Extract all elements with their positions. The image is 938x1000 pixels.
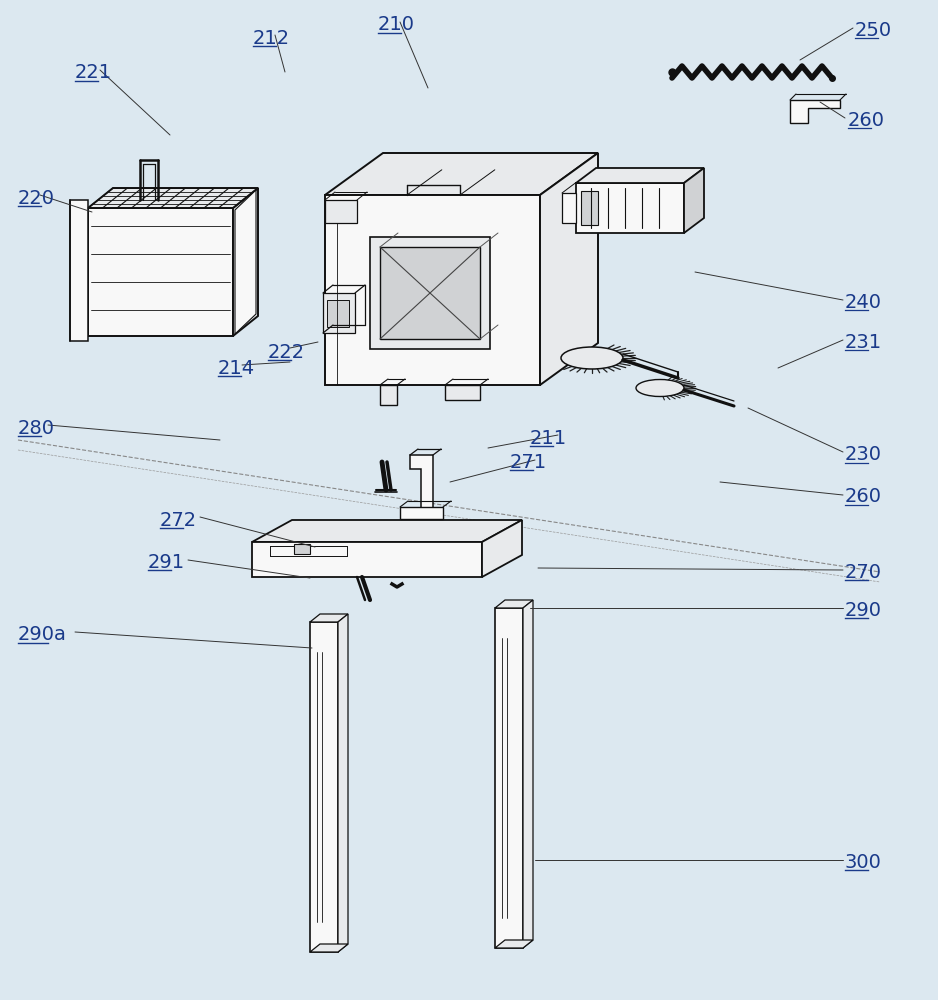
Text: 221: 221 [75, 64, 113, 83]
Polygon shape [294, 544, 310, 554]
Polygon shape [325, 200, 357, 223]
Text: 212: 212 [253, 28, 290, 47]
Polygon shape [88, 188, 258, 208]
Polygon shape [235, 190, 256, 334]
Polygon shape [327, 300, 349, 327]
Polygon shape [325, 195, 540, 385]
Text: 230: 230 [845, 446, 882, 464]
Text: 271: 271 [510, 452, 547, 472]
Polygon shape [310, 622, 338, 952]
Polygon shape [495, 600, 533, 608]
Polygon shape [370, 237, 490, 349]
Polygon shape [380, 385, 397, 405]
Polygon shape [310, 614, 348, 622]
Polygon shape [400, 507, 443, 519]
Polygon shape [523, 600, 533, 948]
Polygon shape [562, 193, 576, 223]
Text: 260: 260 [845, 488, 882, 506]
Text: 270: 270 [845, 562, 882, 582]
Polygon shape [325, 153, 598, 195]
Text: 214: 214 [218, 359, 255, 377]
Polygon shape [252, 542, 482, 577]
Polygon shape [252, 520, 522, 542]
Text: 210: 210 [378, 15, 415, 34]
Text: 291: 291 [148, 552, 185, 572]
Text: 300: 300 [845, 852, 882, 871]
Polygon shape [581, 191, 598, 225]
Text: 240: 240 [845, 292, 882, 312]
Ellipse shape [561, 347, 623, 369]
Polygon shape [576, 168, 704, 183]
Polygon shape [576, 183, 684, 233]
Text: 222: 222 [268, 342, 305, 361]
Ellipse shape [636, 379, 684, 396]
Polygon shape [445, 385, 480, 400]
Polygon shape [540, 153, 598, 385]
Text: 290: 290 [845, 600, 882, 619]
Polygon shape [495, 940, 533, 948]
Polygon shape [310, 944, 348, 952]
Polygon shape [790, 100, 840, 123]
Text: 290a: 290a [18, 626, 67, 645]
Polygon shape [410, 455, 433, 513]
Polygon shape [88, 208, 233, 336]
Polygon shape [482, 520, 522, 577]
Polygon shape [684, 168, 704, 233]
Text: 220: 220 [18, 188, 55, 208]
Polygon shape [495, 608, 523, 948]
Text: 260: 260 [848, 110, 885, 129]
Text: 250: 250 [855, 20, 892, 39]
Polygon shape [338, 614, 348, 952]
Text: 280: 280 [18, 418, 55, 438]
Text: 272: 272 [160, 510, 197, 530]
Text: 231: 231 [845, 332, 882, 352]
Text: 211: 211 [530, 428, 567, 448]
Polygon shape [323, 293, 355, 333]
Polygon shape [70, 200, 88, 341]
Polygon shape [233, 188, 258, 336]
Polygon shape [380, 247, 480, 339]
